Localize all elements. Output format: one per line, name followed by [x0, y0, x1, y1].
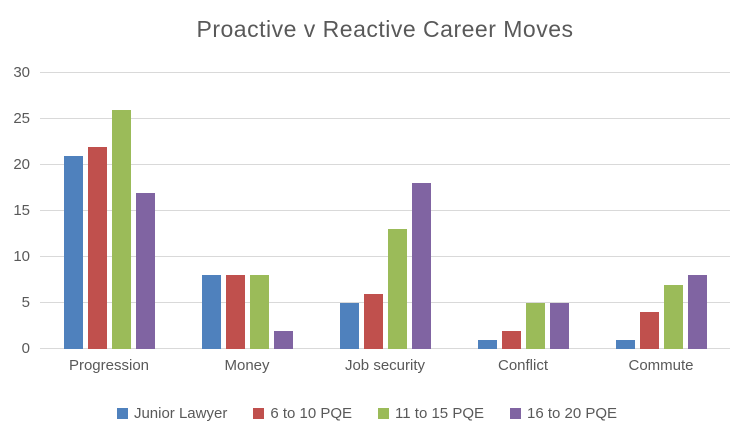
bar [63, 155, 83, 349]
bar [87, 146, 107, 349]
bar-group [316, 73, 454, 349]
gridline [40, 118, 730, 119]
gridline [40, 256, 730, 257]
x-axis-category-label: Job security [344, 357, 426, 374]
y-axis-tick-label: 20 [13, 156, 30, 173]
bar [411, 183, 431, 349]
bar [687, 275, 707, 349]
x-axis-category-label: Progression [68, 357, 150, 374]
legend-label: 11 to 15 PQE [395, 405, 484, 422]
y-axis: 0 5 10 15 20 25 30 [0, 64, 32, 357]
y-axis-tick-label: 5 [21, 294, 30, 311]
legend-marker-icon [253, 408, 265, 419]
y-axis-tick-label: 25 [13, 110, 30, 127]
chart-title: Proactive v Reactive Career Moves [196, 16, 574, 42]
bar [225, 275, 245, 349]
y-axis-tick-label: 15 [13, 202, 30, 219]
bar [663, 284, 683, 349]
plot-area [40, 72, 730, 349]
bar [273, 330, 293, 349]
legend-label: 6 to 10 PQE [270, 405, 353, 422]
bar [525, 303, 545, 349]
gridline [40, 302, 730, 303]
x-axis: Progression Money Job security Conflict Comm… [40, 357, 730, 374]
bar [615, 339, 635, 349]
y-axis-tick-label: 30 [13, 64, 30, 81]
bar [339, 303, 359, 349]
x-axis-category-label: Conflict [497, 357, 549, 374]
legend-item: 16 to 20 PQE [510, 405, 617, 422]
legend-item: Junior Lawyer [116, 405, 228, 422]
bar [639, 312, 659, 349]
bar [201, 275, 221, 349]
bar [135, 192, 155, 349]
legend: Junior Lawyer 6 to 10 PQE 11 to 15 PQE 16 t… [0, 405, 734, 422]
bar [501, 330, 521, 349]
bar [549, 303, 569, 349]
gridline [40, 164, 730, 165]
gridline [40, 72, 730, 73]
bar [363, 293, 383, 349]
gridline [40, 210, 730, 211]
legend-item: 6 to 10 PQE [253, 405, 352, 422]
legend-marker-icon [510, 408, 521, 419]
legend-label: Junior Lawyer [133, 405, 228, 422]
y-axis-tick-label: 10 [13, 248, 30, 265]
bar [111, 109, 131, 349]
legend-marker-icon [116, 408, 128, 419]
gridline [40, 348, 730, 349]
bar [387, 229, 407, 349]
bar [477, 339, 497, 349]
x-axis-category-label: Money [224, 357, 270, 374]
y-axis-tick-label: 0 [21, 340, 30, 357]
bar-group [40, 73, 178, 349]
x-axis-category-label: Commute [628, 357, 694, 374]
bar-group [592, 73, 730, 349]
bar [249, 275, 269, 349]
bar-group [454, 73, 592, 349]
legend-item: 11 to 15 PQE [378, 405, 484, 422]
legend-marker-icon [378, 408, 390, 419]
bar-group [178, 73, 316, 349]
legend-label: 16 to 20 PQE [527, 405, 618, 422]
